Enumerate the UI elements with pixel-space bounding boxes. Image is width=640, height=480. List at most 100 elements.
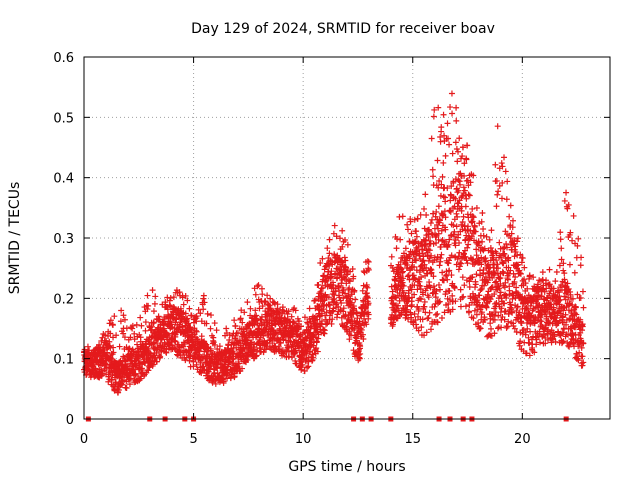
x-tick-label: 15 bbox=[404, 432, 421, 447]
data-point bbox=[204, 310, 211, 317]
data-point bbox=[486, 236, 493, 243]
data-point bbox=[102, 332, 109, 339]
data-point bbox=[142, 327, 149, 334]
data-point bbox=[255, 282, 262, 289]
data-point bbox=[217, 364, 224, 371]
data-point bbox=[261, 299, 268, 306]
data-point bbox=[284, 311, 291, 318]
data-point bbox=[141, 372, 148, 379]
y-tick-label: 0 bbox=[66, 413, 74, 428]
data-point bbox=[121, 334, 128, 341]
data-point bbox=[480, 225, 487, 232]
data-point bbox=[421, 225, 428, 232]
data-point bbox=[331, 222, 338, 229]
data-point bbox=[408, 301, 415, 308]
data-point bbox=[563, 189, 570, 196]
data-point bbox=[422, 191, 429, 198]
data-point bbox=[207, 325, 214, 332]
data-point bbox=[149, 287, 156, 294]
data-point bbox=[496, 239, 503, 246]
data-point bbox=[447, 104, 454, 111]
data-point bbox=[166, 297, 173, 304]
data-point bbox=[440, 159, 447, 166]
data-point bbox=[180, 301, 187, 308]
data-point bbox=[577, 294, 584, 301]
data-point bbox=[498, 160, 505, 167]
data-point bbox=[142, 360, 149, 367]
data-point bbox=[326, 262, 333, 269]
data-point bbox=[352, 296, 359, 303]
data-point bbox=[453, 210, 460, 217]
data-point bbox=[115, 387, 122, 394]
data-point bbox=[286, 353, 293, 360]
y-tick-label: 0.2 bbox=[53, 292, 74, 307]
data-point bbox=[231, 317, 238, 324]
data-point bbox=[244, 325, 251, 332]
data-point bbox=[269, 322, 276, 329]
data-point bbox=[435, 281, 442, 288]
data-point bbox=[216, 343, 223, 350]
data-point bbox=[299, 361, 306, 368]
data-point bbox=[239, 365, 246, 372]
data-point bbox=[462, 203, 469, 210]
data-point bbox=[459, 274, 466, 281]
axis-ticks: 0 5 10 15 20 0 0.1 0.2 0.3 0.4 0.5 0.6 bbox=[53, 51, 610, 447]
data-point bbox=[226, 331, 233, 338]
y-tick-label: 0.4 bbox=[53, 172, 74, 187]
data-point bbox=[444, 120, 451, 127]
data-point bbox=[185, 320, 192, 327]
data-point bbox=[129, 325, 136, 332]
data-point bbox=[310, 354, 317, 361]
data-point bbox=[192, 327, 199, 334]
data-point bbox=[290, 319, 297, 326]
data-point bbox=[558, 245, 565, 252]
data-point bbox=[232, 335, 239, 342]
data-point bbox=[298, 323, 305, 330]
data-point bbox=[188, 312, 195, 319]
data-point bbox=[152, 293, 159, 300]
data-point bbox=[184, 297, 191, 304]
data-point bbox=[404, 221, 411, 228]
data-point bbox=[116, 343, 123, 350]
data-point bbox=[181, 341, 188, 348]
data-point bbox=[480, 232, 487, 239]
data-point bbox=[244, 299, 251, 306]
data-point bbox=[254, 283, 261, 290]
data-point bbox=[118, 307, 125, 314]
data-point bbox=[279, 304, 286, 311]
data-point bbox=[193, 361, 200, 368]
y-tick-label: 0.6 bbox=[53, 51, 74, 66]
data-point bbox=[411, 310, 418, 317]
data-point bbox=[262, 346, 269, 353]
data-point bbox=[327, 302, 334, 309]
data-point bbox=[252, 353, 259, 360]
data-point bbox=[151, 300, 158, 307]
data-point bbox=[466, 283, 473, 290]
data-point bbox=[237, 315, 244, 322]
data-point bbox=[239, 319, 246, 326]
data-point bbox=[421, 298, 428, 305]
data-point bbox=[471, 223, 478, 230]
data-point bbox=[121, 316, 128, 323]
data-point bbox=[434, 157, 441, 164]
data-point bbox=[473, 205, 480, 212]
data-point bbox=[559, 339, 566, 346]
data-point bbox=[426, 309, 433, 316]
data-point bbox=[170, 294, 177, 301]
data-point bbox=[442, 152, 449, 159]
data-point bbox=[301, 368, 308, 375]
data-point bbox=[298, 366, 305, 373]
data-point bbox=[109, 321, 116, 328]
data-point bbox=[457, 286, 464, 293]
data-point bbox=[144, 306, 151, 313]
data-point bbox=[462, 303, 469, 310]
data-point bbox=[454, 189, 461, 196]
y-axis-label: SRMTID / TECUs bbox=[7, 182, 23, 295]
data-point bbox=[430, 113, 437, 120]
data-point bbox=[231, 373, 238, 380]
data-point bbox=[150, 361, 157, 368]
data-point bbox=[553, 269, 560, 276]
data-point bbox=[272, 343, 279, 350]
data-point bbox=[498, 195, 505, 202]
data-point bbox=[113, 332, 120, 339]
